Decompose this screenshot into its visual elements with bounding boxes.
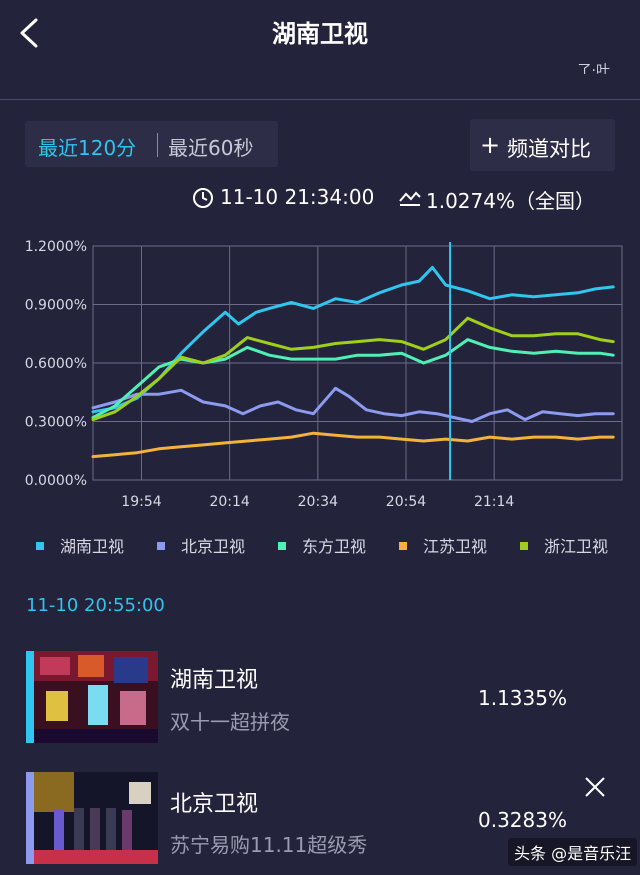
program-thumbnail[interactable] bbox=[34, 772, 158, 864]
y-tick-label: 0.6000% bbox=[25, 356, 87, 372]
legend-label: 浙江卫视 bbox=[544, 537, 609, 556]
channel-color-bar bbox=[26, 651, 34, 743]
header-divider bbox=[0, 99, 640, 100]
selected-time: 11-10 20:55:00 bbox=[26, 595, 165, 616]
legend-label: 东方卫视 bbox=[302, 537, 367, 556]
legend-label: 江苏卫视 bbox=[423, 537, 488, 556]
rating-value: 0.3283% bbox=[478, 808, 567, 832]
series-line-0[interactable] bbox=[91, 265, 615, 414]
channel-name: 湖南卫视 bbox=[170, 668, 259, 693]
channel-color-bar bbox=[26, 772, 34, 864]
program-thumbnail[interactable] bbox=[34, 651, 158, 743]
legend-swatch bbox=[399, 542, 407, 550]
x-tick-label: 20:34 bbox=[298, 494, 338, 510]
channel-name: 北京卫视 bbox=[170, 792, 259, 817]
y-tick-label: 0.3000% bbox=[25, 415, 87, 431]
x-tick-label: 21:14 bbox=[474, 494, 514, 510]
y-tick-label: 0.9000% bbox=[25, 298, 87, 314]
tab-last-60-sec[interactable]: 最近60秒 bbox=[168, 136, 254, 160]
series-line-1[interactable] bbox=[91, 386, 615, 423]
legend-label: 北京卫视 bbox=[181, 537, 246, 556]
tab-divider bbox=[157, 133, 158, 157]
series-line-2[interactable] bbox=[91, 338, 615, 420]
legend-swatch bbox=[278, 542, 286, 550]
plus-icon: + bbox=[480, 131, 501, 159]
rating-trend-icon bbox=[399, 191, 421, 206]
page-title: 湖南卫视 bbox=[272, 20, 368, 48]
x-tick-label: 19:54 bbox=[121, 494, 161, 510]
y-tick-label: 1.2000% bbox=[25, 239, 87, 255]
close-icon[interactable] bbox=[583, 775, 607, 799]
series-line-3[interactable] bbox=[91, 431, 615, 459]
ratings-line-chart[interactable]: 1.2000% 0.9000% 0.6000% 0.3000% 0.0000% 19:54… bbox=[0, 230, 640, 520]
clock-icon bbox=[193, 188, 213, 208]
rating-value: 1.1335% bbox=[478, 686, 567, 710]
legend-label: 湖南卫视 bbox=[60, 537, 125, 556]
x-tick-label: 20:54 bbox=[386, 494, 426, 510]
tab-last-120-min[interactable]: 最近120分 bbox=[38, 136, 137, 160]
y-tick-label: 0.0000% bbox=[25, 473, 87, 489]
channel-compare-button[interactable] bbox=[470, 119, 615, 171]
channel-compare-label: 频道对比 bbox=[507, 137, 591, 161]
clipped-label: 了·叶 bbox=[577, 63, 610, 74]
x-tick-label: 20:14 bbox=[209, 494, 249, 510]
program-name: 双十一超拼夜 bbox=[170, 710, 290, 734]
current-rating: 1.0274%（全国） bbox=[426, 189, 595, 213]
legend-swatch bbox=[520, 542, 528, 550]
program-name: 苏宁易购11.11超级秀 bbox=[170, 833, 368, 857]
series-line-4[interactable] bbox=[91, 316, 615, 422]
legend-swatch bbox=[36, 542, 44, 550]
legend-swatch bbox=[157, 542, 165, 550]
back-arrow-icon[interactable] bbox=[16, 16, 46, 50]
time-range-tabs bbox=[25, 121, 278, 167]
watermark: 头条 @是音乐汪 bbox=[508, 838, 638, 866]
current-time: 11-10 21:34:00 bbox=[220, 185, 375, 209]
